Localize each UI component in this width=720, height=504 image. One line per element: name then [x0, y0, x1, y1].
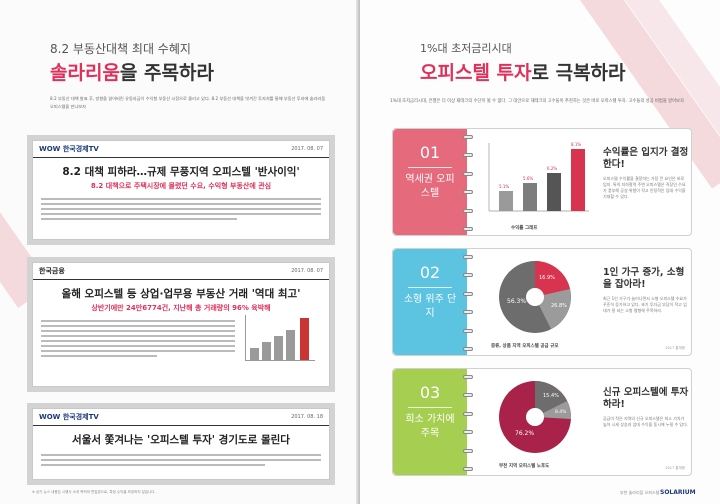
right-title: 오피스텔 투자로 극복하라: [420, 58, 626, 85]
bar: [523, 183, 537, 211]
pie-label: 8.4%: [555, 409, 567, 415]
right-intro: 1%대 초저금리시대, 은행은 더 이상 재테크의 수단이 될 수 없다. 그 …: [390, 99, 684, 104]
pie-label: 26.8%: [551, 303, 567, 309]
card-label: 역세권 오피스텔: [405, 174, 455, 199]
binder-rings: [463, 375, 473, 471]
chart-caption: 수익률 그래프: [511, 226, 538, 231]
card-body: 오피스텔 수익률을 결정하는 가장 큰 요인은 바로 입지. 특히 지하철역 주…: [603, 176, 686, 199]
clip-date: 2017. 08. 07: [291, 146, 323, 152]
clip-body: [33, 191, 329, 227]
supply-pie-chart: 56.3% 26.8% 16.9%: [499, 261, 571, 333]
clip-source: WOW 한국경제TV: [39, 145, 99, 153]
point-card-3: 03 희소 가치에 주목 76.2% 15.4% 8.4% 부천 지역 오피스텔…: [392, 368, 692, 476]
bar-label: 5.1%: [499, 184, 509, 189]
binder-rings: [463, 135, 473, 231]
page-label: 부천 솔라리움 오피스텔: [620, 490, 660, 495]
clip-mini-chart: [245, 315, 315, 361]
clip-headline: 서울서 쫓겨나는 '오피스텔 투자' 경기도로 몰린다: [72, 434, 290, 446]
card-text: 수익률은 입지가 결정한다! 오피스텔 수익률을 결정하는 가장 큰 요인은 바…: [603, 147, 689, 200]
pie-label: 56.3%: [507, 298, 526, 305]
card-title: 신규 오피스텔에 투자하라!: [603, 387, 689, 410]
card-body: 공급이 적은 지역의 신규 오피스텔은 희소 가치가 높아 시세 상승과 임대 …: [603, 416, 689, 427]
clip-date: 2017. 08. 18: [291, 414, 323, 420]
aging-pie-chart: 76.2% 15.4% 8.4%: [499, 381, 572, 453]
clip-body: [33, 313, 243, 364]
pie-slice: [535, 401, 572, 419]
left-intro: 8.2 부동산 대책 발표 후, 방향을 잃어버린 유동자금이 수익형 부동산 …: [50, 96, 326, 109]
clip-headline: 8.2 대책 피하라…규제 무풍지역 오피스텔 '반사이익': [62, 166, 300, 178]
card-number: 03: [419, 383, 441, 402]
pie-label: 15.4%: [543, 393, 559, 399]
card-text: 신규 오피스텔에 투자하라! 공급이 적은 지역의 신규 오피스텔은 희소 가치…: [603, 387, 689, 428]
news-clip-3: WOW 한국경제TV 2017. 08. 18 서울서 쫓겨나는 '오피스텔 투자…: [32, 408, 330, 480]
pie-slice: [535, 261, 570, 297]
bar-label: 6.2%: [547, 166, 557, 171]
card-source: 2017 통계청: [665, 466, 685, 470]
bar-label: 8.1%: [571, 142, 581, 147]
pie-label: 76.2%: [515, 430, 534, 437]
chart-caption: 부천 지역 오피스텔 노후도: [499, 464, 550, 469]
clip-headline: 올해 오피스텔 등 상업·업무용 부동산 거래 '역대 최고': [61, 288, 301, 300]
left-page: 8.2 부동산대책 최대 수혜지 솔라리움을 주목하라 8.2 부동산 대책 발…: [0, 0, 360, 504]
bar: [499, 191, 513, 211]
bar-label: 5.6%: [523, 176, 533, 181]
card-title: 수익률은 입지가 결정한다!: [603, 147, 689, 170]
brand-logo: SOLARIUM: [660, 489, 696, 496]
chart-caption: 종류, 상품 지역 오피스텔 공급 규모: [491, 344, 559, 349]
bar: [571, 149, 585, 211]
card-source: 2017 통계청: [665, 346, 685, 350]
card-number: 01: [419, 143, 441, 162]
right-subtitle: 1%대 초저금리시대: [420, 42, 512, 55]
card-title: 1인 가구 증가, 소형을 잡아라!: [603, 267, 685, 290]
card-tab: 01 역세권 오피스텔: [393, 129, 467, 235]
left-title-highlight: 솔라리움: [50, 62, 120, 84]
left-title: 솔라리움을 주목하라: [50, 58, 214, 85]
clip-source: WOW 한국경제TV: [39, 413, 99, 421]
card-body: 최근 1인 가구가 늘어나면서 소형 오피스텔 수요가 꾸준히 증가하고 있다.…: [603, 296, 687, 313]
yield-bar-chart: 5.1% 5.6% 6.2% 8.1%: [488, 142, 589, 212]
bar: [547, 173, 561, 211]
right-title-rest: 로 극복하라: [531, 62, 626, 84]
point-card-2: 02 소형 위주 단지 56.3% 26.8% 16.9% 종류, 상품 지역 …: [392, 248, 692, 356]
clip-subhead: 상반기에만 24만6774건, 지난해 총 거래량의 96% 육박해: [91, 304, 271, 312]
card-text: 1인 가구 증가, 소형을 잡아라! 최근 1인 가구가 늘어나면서 소형 오피…: [603, 267, 689, 314]
card-tab: 03 희소 가치에 주목: [393, 369, 467, 475]
pie-slice: [535, 289, 571, 329]
point-card-1: 01 역세권 오피스텔 5.1% 5.6% 6.2% 8.1% 수익률 그래프 …: [392, 128, 692, 236]
card-label: 희소 가치에 주목: [405, 414, 455, 439]
clip-subhead: 8.2 대책으로 주택시장에 몰렸던 수요, 수익형 부동산에 관심: [90, 182, 272, 190]
clip-body: [33, 447, 329, 473]
clip-source: 한국금융: [39, 267, 65, 275]
clip-date: 2017. 08. 07: [291, 268, 323, 274]
card-label: 소형 위주 단지: [403, 294, 457, 319]
binder-rings: [463, 255, 473, 351]
left-subtitle: 8.2 부동산대책 최대 수혜지: [50, 42, 191, 56]
pie-label: 16.9%: [539, 275, 555, 281]
card-tab: 02 소형 위주 단지: [393, 249, 467, 355]
left-footnote: ※ 상기 뉴스 내용은 시행사 소개 목적의 편집본으로, 특정 수익을 보장하…: [32, 490, 156, 494]
pie-slice: [535, 381, 567, 417]
card-number: 02: [419, 263, 441, 282]
news-clip-2: 한국금융 2017. 08. 07 올해 오피스텔 등 상업·업무용 부동산 거래…: [32, 262, 330, 387]
news-clip-1: WOW 한국경제TV 2017. 08. 07 8.2 대책 피하라…규제 무풍지…: [32, 140, 330, 240]
left-title-rest: 을 주목하라: [119, 62, 214, 84]
right-title-highlight: 오피스텔 투자: [420, 62, 532, 84]
